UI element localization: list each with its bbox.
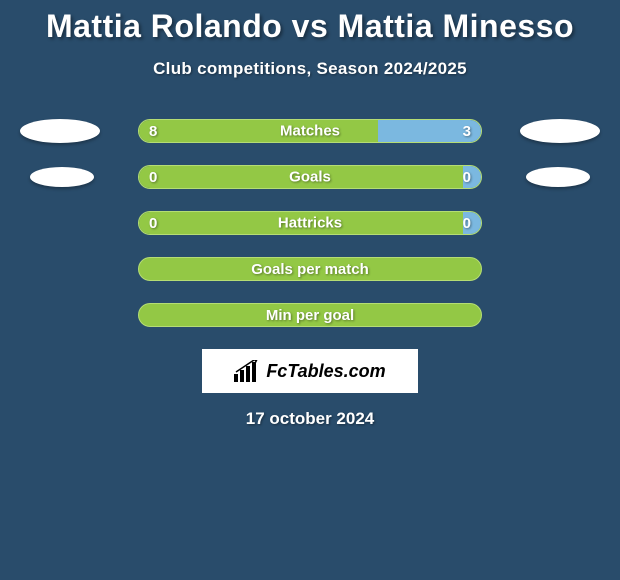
stat-bar-hattricks: 0 0 Hattricks	[138, 211, 482, 235]
stat-row-matches: 8 3 Matches	[0, 119, 620, 143]
stat-value-right: 0	[463, 215, 471, 232]
stat-bar-right: 0	[463, 212, 481, 234]
page-title: Mattia Rolando vs Mattia Minesso	[0, 0, 620, 45]
stat-bar-goals: 0 0 Goals	[138, 165, 482, 189]
stat-label: Min per goal	[266, 307, 354, 324]
stat-label: Matches	[280, 123, 340, 140]
player1-marker	[20, 119, 100, 143]
stat-bar-right: 3	[378, 120, 481, 142]
comparison-infographic: Mattia Rolando vs Mattia Minesso Club co…	[0, 0, 620, 580]
logo-text: FcTables.com	[266, 361, 385, 382]
stat-row-hattricks: 0 0 Hattricks	[0, 211, 620, 235]
stat-bar-matches: 8 3 Matches	[138, 119, 482, 143]
stat-label: Hattricks	[278, 215, 342, 232]
player2-marker	[520, 119, 600, 143]
stat-bar-min-per-goal: Min per goal	[138, 303, 482, 327]
stat-row-goals: 0 0 Goals	[0, 165, 620, 189]
subtitle: Club competitions, Season 2024/2025	[0, 59, 620, 79]
chart-bars-icon	[234, 360, 260, 382]
player2-marker	[526, 167, 590, 187]
stat-bar-right: 0	[463, 166, 481, 188]
stat-value-right: 3	[463, 123, 471, 140]
stat-label: Goals	[289, 169, 331, 186]
stats-area: 8 3 Matches 0 0 Goals	[0, 119, 620, 327]
stat-bar-left: 8	[139, 120, 378, 142]
stat-bar-goals-per-match: Goals per match	[138, 257, 482, 281]
stat-value-right: 0	[463, 169, 471, 186]
stat-value-left: 0	[149, 215, 157, 232]
stat-value-left: 0	[149, 169, 157, 186]
player1-marker	[30, 167, 94, 187]
logo-box: FcTables.com	[202, 349, 418, 393]
date-text: 17 october 2024	[0, 409, 620, 429]
stat-label: Goals per match	[251, 261, 369, 278]
stat-value-left: 8	[149, 123, 157, 140]
